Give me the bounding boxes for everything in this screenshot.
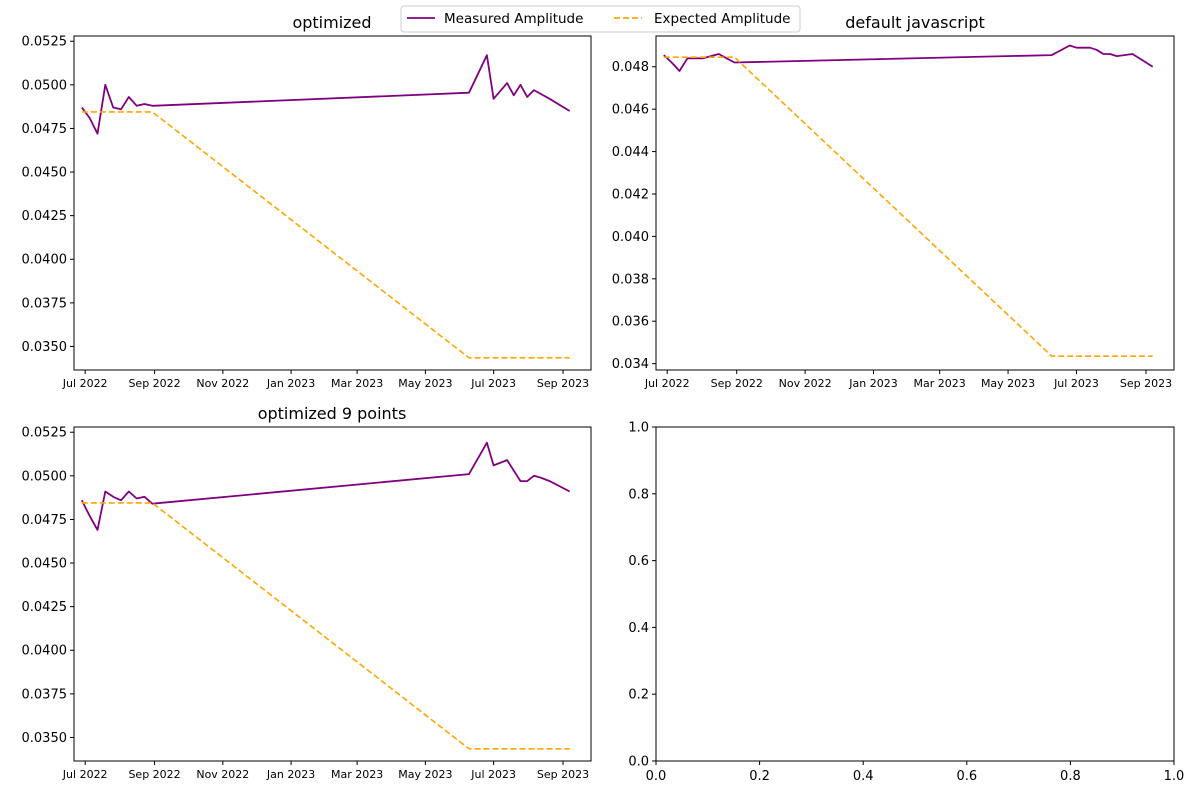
x-tick-label: Jul 2023 [1053,377,1099,390]
subplot-4: 0.0 0.2 0.4 0.6 0.8 1.0 0.0 0.2 0.4 0.6 0.8 1.0 [628,421,1184,785]
y-tick-label: 0.0400 [22,253,68,268]
y-tick-label: 0.040 [612,230,649,245]
y-tick-label: 0.0425 [22,209,68,224]
expected-amplitude-line [81,502,570,750]
y-tick-label: 0.6 [628,554,649,569]
y-tick-label: 0.036 [612,315,649,330]
x-tick-label: Mar 2023 [331,768,383,781]
subplot-1: optimized 0.0350 0.0375 0.0400 0.0425 0.0450 0… [22,13,592,390]
axes-frame [655,426,1175,762]
x-tick-label: 0.4 [853,769,874,784]
y-tick-label: 0.0375 [22,296,68,311]
legend-frame [400,5,801,33]
x-tick-label: 1.0 [1164,769,1185,784]
y-tick-label: 0.0525 [22,426,68,441]
y-tick-label: 0.046 [612,103,649,118]
x-tick-label: Sep 2023 [1120,377,1172,390]
y-tick-label: 0.0350 [22,340,68,355]
x-tick-label: Sep 2023 [537,377,589,390]
y-tick-label: 0.034 [612,357,649,372]
x-tick-label: Jul 2022 [62,768,108,781]
axes-frame [73,426,592,762]
series-group [663,44,1154,358]
x-tick-label: Mar 2023 [331,377,383,390]
x-tick-label: Mar 2023 [914,377,966,390]
y-tick-label: 0.044 [612,145,649,160]
subplot-2: default javascript 0.034 0.036 0.038 0.040 0.… [612,13,1175,390]
legend-label-expected: Expected Amplitude [654,11,790,27]
y-tick-label: 0.0450 [22,557,68,572]
series-group [81,54,571,359]
y-tick-label: 0.8 [628,487,649,502]
y-tick-label: 0.0450 [22,166,68,181]
y-tick-label: 0.0425 [22,600,68,615]
subplot-title: optimized 9 points [258,404,407,423]
x-tick-label: Jan 2023 [266,768,315,781]
y-tick-label: 0.2 [628,688,649,703]
x-tick-label: Jul 2022 [644,377,690,390]
y-tick-label: 0.038 [612,272,649,287]
legend-label-measured: Measured Amplitude [444,11,583,27]
expected-amplitude-line [81,111,570,359]
x-tick-label: Sep 2023 [537,768,589,781]
series-group [80,441,571,750]
axes-frame [73,35,592,371]
y-tick-label: 1.0 [628,421,649,436]
x-tick-label: Jan 2023 [266,377,315,390]
measured-amplitude-line [81,54,571,135]
y-tick-label: 0.0475 [22,122,68,137]
y-tick-label: 0.0400 [22,644,68,659]
axes-frame [655,35,1175,371]
y-tick-label: 0.0375 [22,687,68,702]
y-tick-label: 0.048 [612,60,649,75]
y-tick-label: 0.0350 [22,731,68,746]
x-tick-label: Sep 2022 [128,768,180,781]
x-tick-label: Jul 2023 [470,377,516,390]
x-tick-label: May 2023 [398,377,452,390]
x-tick-label: Nov 2022 [196,768,249,781]
subplot-title: default javascript [845,13,985,32]
x-tick-label: Nov 2022 [196,377,249,390]
x-tick-label: May 2023 [981,377,1035,390]
x-tick-label: Jul 2022 [62,377,108,390]
x-tick-label: Jan 2023 [848,377,897,390]
subplot-title: optimized [292,13,371,32]
legend: Measured Amplitude Expected Amplitude [400,5,801,33]
y-tick-label: 0.0525 [22,35,68,50]
x-tick-label: Sep 2022 [128,377,180,390]
x-tick-label: Jul 2023 [470,768,516,781]
x-tick-label: May 2023 [398,768,452,781]
y-tick-label: 0.042 [612,187,649,202]
x-tick-label: 0.0 [646,769,667,784]
y-tick-label: 0.0475 [22,513,68,528]
y-tick-label: 0.0500 [22,469,68,484]
y-tick-label: 0.0500 [22,78,68,93]
x-tick-label: Sep 2022 [711,377,763,390]
subplots: optimized 0.0350 0.0375 0.0400 0.0425 0.0450 0… [22,13,1185,784]
subplot-3: optimized 9 points 0.0350 0.0375 0.0400 0.04… [22,404,592,781]
y-tick-label: 0.0 [628,755,649,770]
measured-amplitude-line [80,441,571,531]
y-tick-label: 0.4 [628,621,649,636]
expected-amplitude-line [663,56,1153,358]
x-tick-label: Nov 2022 [779,377,832,390]
x-tick-label: 0.8 [1060,769,1081,784]
x-tick-label: 0.2 [749,769,770,784]
x-tick-label: 0.6 [956,769,977,784]
measured-amplitude-line [663,44,1154,72]
